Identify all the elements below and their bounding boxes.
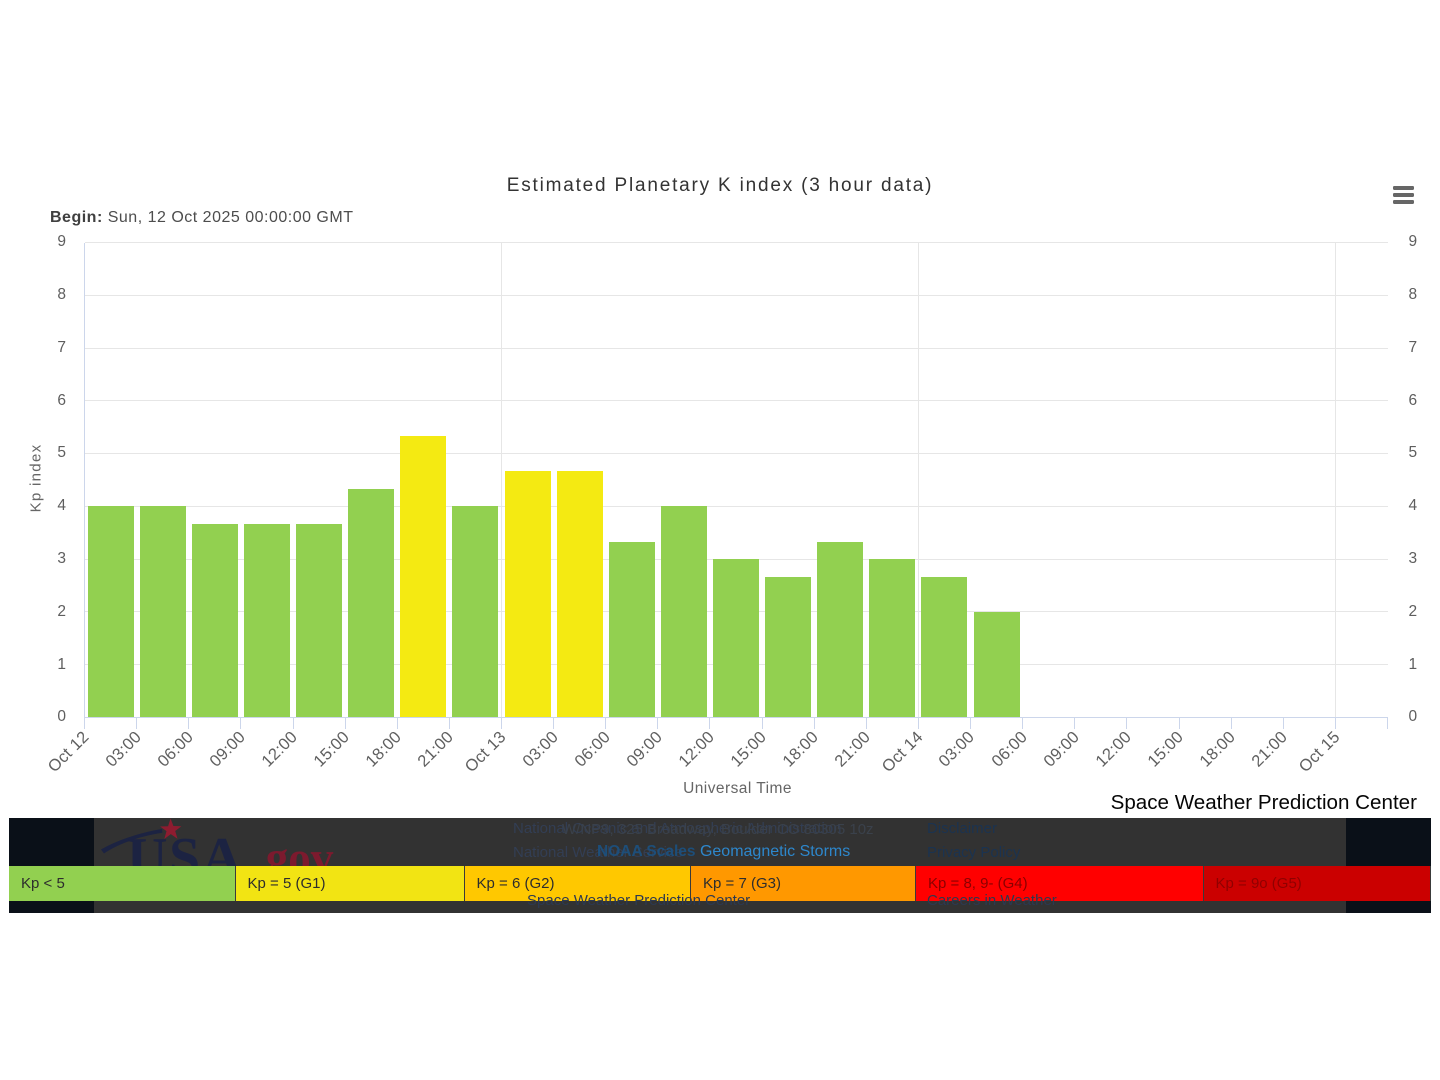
svg-text:USA: USA [127,827,244,866]
svg-text:.gov: .gov [255,833,334,866]
